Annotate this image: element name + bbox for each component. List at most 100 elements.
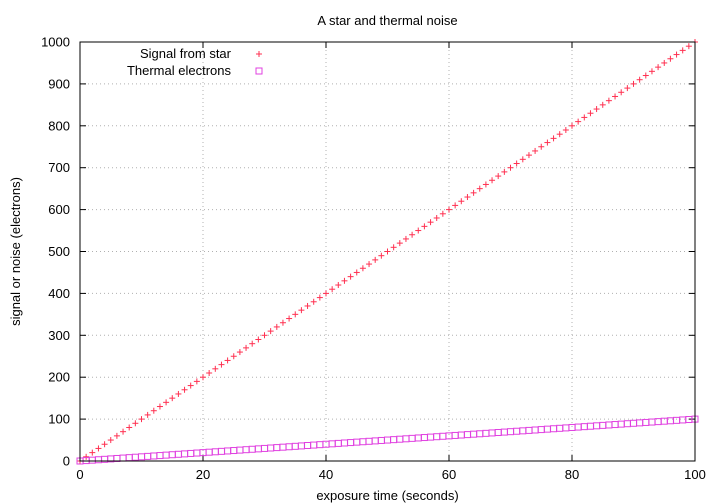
data-point-square — [193, 449, 201, 457]
data-point-plus — [599, 101, 606, 108]
data-point-plus — [685, 43, 692, 50]
series-thermal-electrons — [76, 415, 699, 465]
data-point-square — [642, 418, 650, 426]
data-point-square — [156, 452, 164, 460]
y-axis-label: signal or noise (electrons) — [8, 177, 23, 326]
legend-label-signal: Signal from star — [140, 46, 232, 61]
grid — [80, 42, 695, 461]
data-point-plus — [163, 399, 170, 406]
data-point-plus — [255, 336, 262, 343]
data-point-plus — [433, 214, 440, 221]
data-point-square — [470, 430, 478, 438]
data-point-plus — [187, 382, 194, 389]
data-point-plus — [575, 118, 582, 125]
data-point-square — [580, 423, 588, 431]
data-point-plus — [452, 202, 459, 209]
data-point-plus — [550, 135, 557, 142]
data-point-square — [131, 453, 139, 461]
data-point-plus — [618, 89, 625, 96]
data-point-plus — [458, 198, 465, 205]
data-point-square — [507, 428, 514, 436]
data-point-square — [445, 432, 453, 440]
data-point-square — [457, 431, 465, 439]
data-point-square — [476, 430, 484, 438]
data-point-square — [414, 434, 422, 442]
data-point-square — [463, 431, 471, 439]
y-tick-label: 300 — [48, 328, 70, 343]
data-point-square — [562, 424, 570, 432]
x-tick-label: 80 — [565, 467, 579, 482]
data-point-plus — [396, 240, 403, 247]
data-point-plus — [279, 319, 286, 326]
data-point-square — [636, 419, 644, 427]
data-point-plus — [144, 411, 151, 418]
data-point-plus — [249, 340, 256, 347]
data-point-plus — [286, 315, 293, 322]
data-point-plus — [519, 156, 526, 163]
legend-plus-marker — [256, 51, 262, 57]
y-tick-label: 100 — [48, 412, 70, 427]
data-point-plus — [587, 110, 594, 117]
data-point-plus — [439, 210, 446, 217]
series-signal-from-star — [77, 39, 698, 464]
data-point-square — [168, 451, 176, 459]
data-point-square — [242, 446, 250, 454]
data-point-plus — [421, 223, 428, 230]
data-point-square — [488, 429, 496, 437]
plot-frame — [79, 41, 696, 462]
data-point-plus — [562, 126, 569, 133]
data-point-plus — [482, 181, 489, 188]
y-tick-label: 200 — [48, 370, 70, 385]
data-point-plus — [427, 219, 434, 226]
data-point-square — [162, 451, 170, 459]
y-tick-label: 400 — [48, 286, 70, 301]
data-point-square — [593, 422, 601, 430]
chart-title: A star and thermal noise — [317, 13, 457, 28]
data-point-plus — [501, 168, 508, 175]
data-point-square — [261, 444, 268, 452]
data-point-square — [205, 448, 213, 456]
legend-marker-signal — [256, 51, 262, 57]
y-tick-label: 1000 — [41, 35, 70, 50]
data-point-plus — [544, 139, 551, 146]
data-point-square — [88, 456, 96, 464]
tick-labels: 0 20 40 60 80 1000100200300400500600700800900… — [41, 35, 706, 483]
data-point-plus — [107, 437, 114, 444]
data-point-square — [568, 423, 576, 431]
y-tick-label: 500 — [48, 244, 70, 259]
data-point-square — [94, 456, 102, 464]
data-point-square — [236, 446, 244, 454]
data-point-square — [279, 443, 287, 451]
data-point-plus — [347, 273, 354, 280]
data-point-plus — [661, 59, 668, 66]
data-point-square — [556, 424, 564, 432]
data-point-plus — [384, 248, 391, 255]
data-point-square — [273, 444, 281, 452]
data-point-square — [679, 416, 687, 424]
x-axis-label: exposure time (seconds) — [316, 488, 458, 503]
data-point-plus — [181, 386, 188, 393]
data-point-plus — [156, 403, 163, 410]
data-point-square — [291, 442, 299, 450]
data-point-plus — [150, 407, 157, 414]
legend-square-marker — [255, 67, 263, 75]
data-point-plus — [95, 445, 102, 452]
data-point-square — [630, 419, 637, 427]
data-point-plus — [218, 361, 225, 368]
data-point-plus — [267, 328, 274, 335]
series-layer — [76, 39, 699, 465]
data-point-plus — [673, 51, 680, 58]
data-point-square — [648, 418, 656, 426]
data-point-plus — [120, 428, 127, 435]
y-tick-label: 0 — [63, 454, 70, 469]
data-point-plus — [476, 185, 483, 192]
data-point-plus — [605, 97, 612, 104]
data-point-plus — [200, 374, 206, 381]
y-tick-label: 700 — [48, 160, 70, 175]
data-point-square — [623, 420, 631, 428]
data-point-plus — [556, 131, 563, 138]
data-point-plus — [236, 349, 243, 356]
data-point-plus — [273, 323, 280, 330]
data-point-square — [451, 431, 459, 439]
data-point-plus — [341, 277, 348, 284]
